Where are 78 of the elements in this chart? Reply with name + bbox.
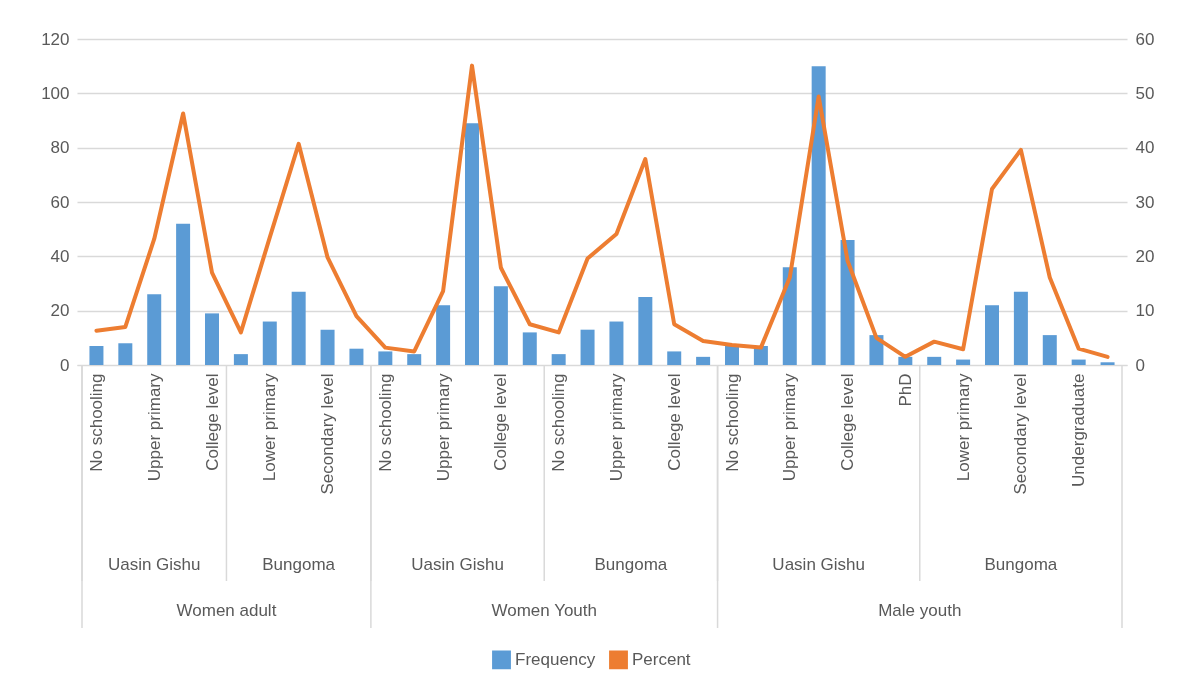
bar — [522, 332, 537, 365]
bar — [465, 123, 479, 365]
text: Male youth — [878, 601, 962, 620]
y2-tick-label: 20 — [1135, 246, 1155, 266]
bar — [1100, 362, 1115, 365]
bar — [811, 66, 826, 365]
x-tick-label: Undergraduate — [1069, 373, 1089, 487]
bar — [407, 354, 422, 365]
y-tick-label: 40 — [50, 246, 70, 266]
bar — [493, 286, 508, 365]
line-series — [94, 63, 1110, 359]
bar — [782, 267, 797, 365]
y-tick-label: 20 — [50, 301, 70, 321]
bar — [638, 297, 653, 365]
bar — [956, 359, 971, 365]
bar — [349, 348, 364, 365]
text: Uasin Gishu — [107, 555, 201, 574]
x-tick-label: Upper primary — [780, 373, 800, 482]
text: Bungoma — [594, 555, 668, 574]
y2-tick-label: 0 — [1135, 355, 1145, 375]
bar — [205, 313, 219, 365]
bar — [1013, 291, 1028, 365]
y-tick-label: 80 — [50, 138, 70, 158]
y-tick-label: 60 — [50, 192, 70, 212]
x-tick-label: Secondary level — [318, 373, 338, 495]
x-tick-label: Lower primary — [260, 373, 280, 482]
bar — [378, 351, 393, 365]
bar — [176, 223, 191, 365]
x-tick-label: Upper primary — [144, 373, 164, 482]
y2-tick-label: 40 — [1135, 138, 1155, 158]
y2-tick-label: 30 — [1135, 192, 1155, 212]
bar — [725, 345, 739, 365]
bar — [840, 240, 855, 365]
text: Uasin Gishu — [411, 555, 504, 574]
y2-tick-label: 60 — [1135, 29, 1155, 49]
text: Women adult — [176, 601, 277, 620]
bar — [1071, 359, 1086, 365]
bar — [1042, 335, 1057, 365]
y-tick-label: 0 — [60, 355, 70, 375]
bar — [320, 329, 335, 365]
bar — [667, 351, 682, 365]
bar — [898, 356, 913, 365]
bar — [609, 321, 624, 365]
bar — [291, 291, 306, 365]
bar — [551, 354, 566, 365]
x-tick-label: College level — [491, 373, 511, 471]
bar — [118, 343, 133, 365]
y-tick-label: 100 — [41, 83, 70, 103]
bar — [147, 294, 162, 365]
bar — [262, 321, 277, 365]
text: Uasin Gishu — [772, 555, 865, 574]
x-tick-label: College level — [664, 373, 684, 471]
x-tick-label: Lower primary — [953, 373, 973, 482]
bar — [985, 305, 999, 365]
text: Women Youth — [491, 601, 597, 620]
text: Bungoma — [984, 555, 1058, 574]
x-tick-label: No schooling — [375, 373, 395, 472]
bar — [580, 329, 595, 365]
x-tick-label: No schooling — [86, 373, 106, 472]
bar — [233, 354, 248, 365]
y2-tick-label: 50 — [1135, 83, 1155, 103]
bar — [436, 305, 451, 365]
bar — [927, 356, 942, 365]
bar — [696, 356, 711, 365]
y2-tick-label: 10 — [1135, 301, 1155, 321]
x-tick-label: College level — [838, 373, 858, 471]
x-tick-label: College level — [202, 373, 222, 471]
x-tick-label: Secondary level — [1011, 373, 1031, 495]
x-tick-label: Upper primary — [433, 373, 453, 482]
x-tick-label: No schooling — [549, 373, 569, 472]
y-tick-label: 120 — [41, 29, 70, 49]
text: Bungoma — [262, 555, 336, 574]
x-tick-label: PhD — [895, 373, 915, 407]
x-tick-label: Upper primary — [606, 373, 626, 482]
bar — [89, 345, 104, 365]
legend-label: Percent — [632, 649, 691, 669]
x-tick-label: No schooling — [722, 373, 742, 472]
legend-label: Frequency — [515, 649, 596, 669]
